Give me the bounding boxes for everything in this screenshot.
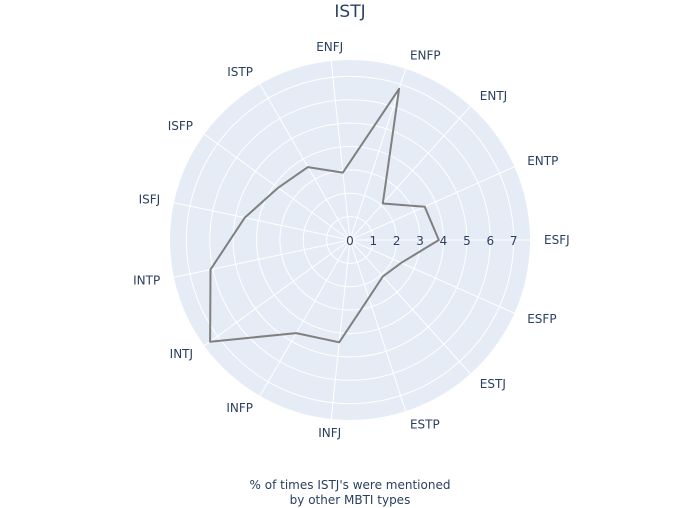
- radial-tick-label: 2: [393, 234, 401, 248]
- chart-caption: % of times ISTJ's were mentioned by othe…: [0, 478, 700, 508]
- category-label: ENFJ: [316, 40, 343, 54]
- category-label: ENTJ: [480, 89, 507, 103]
- angular-gridline: [349, 68, 407, 241]
- category-label: ISFP: [168, 119, 193, 133]
- category-label: ENFP: [410, 48, 441, 62]
- caption-line-2: by other MBTI types: [289, 493, 411, 507]
- angular-gridline: [259, 239, 351, 397]
- category-label: ESTP: [410, 418, 440, 432]
- category-label: ESTJ: [480, 377, 506, 391]
- chart-title: ISTJ: [334, 2, 366, 22]
- radial-tick-label: 0: [346, 234, 354, 248]
- category-label: INTP: [133, 273, 160, 287]
- angular-gridline: [349, 105, 471, 241]
- category-label: ESFJ: [544, 233, 570, 247]
- radial-tick-label: 3: [416, 234, 424, 248]
- category-label: ISTP: [227, 65, 253, 79]
- angular-gridline: [204, 133, 351, 241]
- angular-gridline: [259, 83, 351, 241]
- angular-gridline: [330, 60, 351, 241]
- angular-gridline: [173, 202, 351, 241]
- angular-gridline: [349, 166, 515, 241]
- category-label: ENTP: [527, 154, 558, 168]
- radial-tick-label: 4: [440, 234, 448, 248]
- category-label: INTJ: [170, 347, 193, 361]
- radial-tick-label: 7: [510, 234, 518, 248]
- radial-tick-label: 6: [486, 234, 494, 248]
- angular-gridline: [349, 239, 407, 412]
- caption-line-1: % of times ISTJ's were mentioned: [249, 478, 451, 492]
- category-label: INFP: [226, 401, 253, 415]
- angular-gridline: [349, 239, 471, 375]
- angular-gridline: [173, 239, 351, 278]
- radial-tick-label: 1: [370, 234, 378, 248]
- angular-gridline: [349, 239, 515, 314]
- angular-gridline: [330, 239, 351, 420]
- angular-gridline: [204, 239, 351, 347]
- category-label: ISFJ: [139, 193, 161, 207]
- category-label: ESFP: [527, 312, 556, 326]
- radial-tick-label: 5: [463, 234, 471, 248]
- series-line: [209, 87, 440, 344]
- category-label: INFJ: [318, 426, 341, 440]
